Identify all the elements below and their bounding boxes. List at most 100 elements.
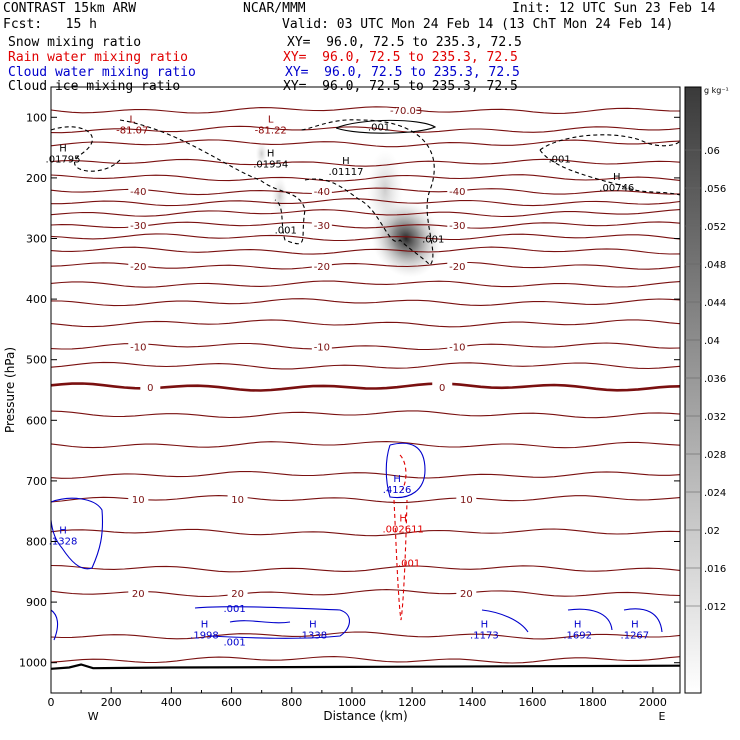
colorbar-ramp — [684, 86, 702, 694]
isotherm-label: -10 — [130, 342, 146, 353]
isotherm-line — [50, 528, 681, 537]
colorbar-label: .028 — [704, 450, 726, 461]
isotherm-line — [50, 246, 681, 255]
header-line1-right: Init: 12 UTC Sun 23 Feb 14 — [512, 1, 716, 16]
x-tick-label: 1000 — [338, 696, 366, 709]
extremum-value: -81.22 — [255, 126, 287, 137]
y-tick-label: 900 — [26, 596, 47, 609]
colorbar-unit: g kg⁻¹ — [704, 86, 729, 95]
x-tick-label: 600 — [221, 696, 242, 709]
cloud-water-contour — [623, 608, 663, 633]
x-tick-label: 400 — [161, 696, 182, 709]
axes: 0 200 400 600 800 1000 1200 1400 1600 1800 2000100… — [3, 111, 680, 723]
contour-label: .001 — [275, 225, 297, 236]
isotherm-label: 20 — [132, 589, 145, 600]
isotherm-label: -20 — [314, 262, 330, 273]
colorbar-label: .016 — [704, 564, 726, 575]
contour-label: .001 — [223, 637, 245, 648]
contour-label: .001 — [398, 559, 420, 570]
extremum-value: .1173 — [470, 630, 499, 641]
colorbar-label: .036 — [704, 374, 726, 385]
header-line1-mid: NCAR/MMM — [243, 1, 306, 16]
mixing-ratio-contours — [50, 119, 681, 641]
isotherm-label-bg — [128, 340, 149, 353]
cloud-water-contour — [385, 442, 426, 499]
isotherm-label: -40 — [130, 187, 146, 198]
colorbar-label: .04 — [704, 336, 720, 347]
cloud-ice-contour — [335, 119, 437, 134]
isotherm-label-bg — [128, 185, 149, 198]
temperature-contours: -70.03 -40 -40 -40 -30 -30 -30 -20 -20 -20 -10 -10 -… — [50, 104, 681, 664]
field-rain-name: Rain water mixing ratio — [8, 50, 189, 65]
isotherm-label-bg — [128, 219, 149, 232]
extremum-value: .1328 — [49, 536, 78, 547]
colorbar-label: .052 — [704, 222, 726, 233]
y-tick-label: 700 — [26, 475, 47, 488]
colorbar-label: .012 — [704, 602, 726, 613]
isotherm-line — [50, 470, 681, 479]
y-tick-label: 400 — [26, 293, 47, 306]
x-tick-label: 1600 — [519, 696, 547, 709]
y-tick-label: 300 — [26, 233, 47, 246]
x-tick-label: 2000 — [639, 696, 667, 709]
cloud-ice-contour — [299, 119, 435, 266]
x-tick-label: 200 — [101, 696, 122, 709]
x-tick-label: 0 — [48, 696, 55, 709]
field-cloudwater-name: Cloud water mixing ratio — [8, 65, 196, 80]
isotherm-line — [50, 221, 681, 229]
isotherm-line — [50, 564, 681, 573]
colorbar-label: .048 — [704, 260, 726, 271]
surface-pressure-line — [50, 663, 681, 670]
colorbar-label: .044 — [704, 298, 726, 309]
extremum-value: .01117 — [328, 167, 363, 178]
extremum-value: .1998 — [190, 630, 219, 641]
isotherm-line — [50, 589, 681, 598]
plot-frame — [50, 86, 681, 694]
y-tick-label: 500 — [26, 354, 47, 367]
isotherm-label-bg — [311, 185, 332, 198]
extremum-value: .01954 — [253, 160, 288, 171]
extremum-marker: H — [574, 619, 582, 630]
header-line1-left: CONTRAST 15km ARW — [3, 1, 137, 16]
isotherm-line — [50, 342, 681, 351]
extremum-marker: H — [342, 156, 350, 167]
x-end-label-left: W — [88, 710, 99, 723]
isotherm-line — [50, 106, 681, 114]
isotherm-line — [50, 495, 681, 504]
field-cloudice-name: Cloud ice mixing ratio — [8, 79, 181, 94]
isotherm-label: -40 — [449, 187, 465, 198]
contour-label: .001 — [422, 235, 444, 246]
extremum-marker: H — [309, 619, 317, 630]
colorbar-label: .06 — [704, 146, 720, 157]
contour-label: .001 — [368, 122, 390, 133]
isotherm-label-bg — [396, 104, 417, 117]
rain-water-contour — [393, 499, 408, 621]
extremum-value: .1692 — [563, 630, 592, 641]
field-snow-xy: XY= 96.0, 72.5 to 235.3, 72.5 — [287, 35, 522, 50]
isotherm-line — [50, 631, 681, 640]
isotherm-label-bg — [311, 219, 332, 232]
isotherm-label: -30 — [449, 221, 465, 232]
surface-line — [50, 663, 681, 670]
extremum-marker: H — [399, 513, 407, 524]
extremum-value: .01795 — [46, 155, 81, 166]
isotherm-label-bg — [140, 380, 161, 393]
isotherm-line — [50, 174, 681, 182]
extremum-marker: H — [613, 172, 621, 183]
extremum-value: .1267 — [621, 630, 650, 641]
isotherm-line — [50, 209, 681, 218]
snow-plume-upper — [367, 150, 404, 231]
isotherm-label: 20 — [460, 589, 473, 600]
isotherm-label-bg — [128, 259, 149, 272]
extremum-value: .1338 — [299, 630, 328, 641]
y-tick-label: 200 — [26, 172, 47, 185]
extremum-value: -81.07 — [116, 126, 148, 137]
cloud-water-contour — [229, 620, 291, 624]
extremum-marker: H — [393, 474, 401, 485]
isotherm-label: 10 — [132, 495, 145, 506]
isotherm-line — [50, 298, 681, 307]
isotherm-label-bg — [447, 219, 468, 232]
header-line2-right: Valid: 03 UTC Mon 24 Feb 14 (13 ChT Mon … — [282, 17, 674, 32]
isotherm-label-bg — [447, 259, 468, 272]
extremum-marker: L — [129, 115, 135, 126]
